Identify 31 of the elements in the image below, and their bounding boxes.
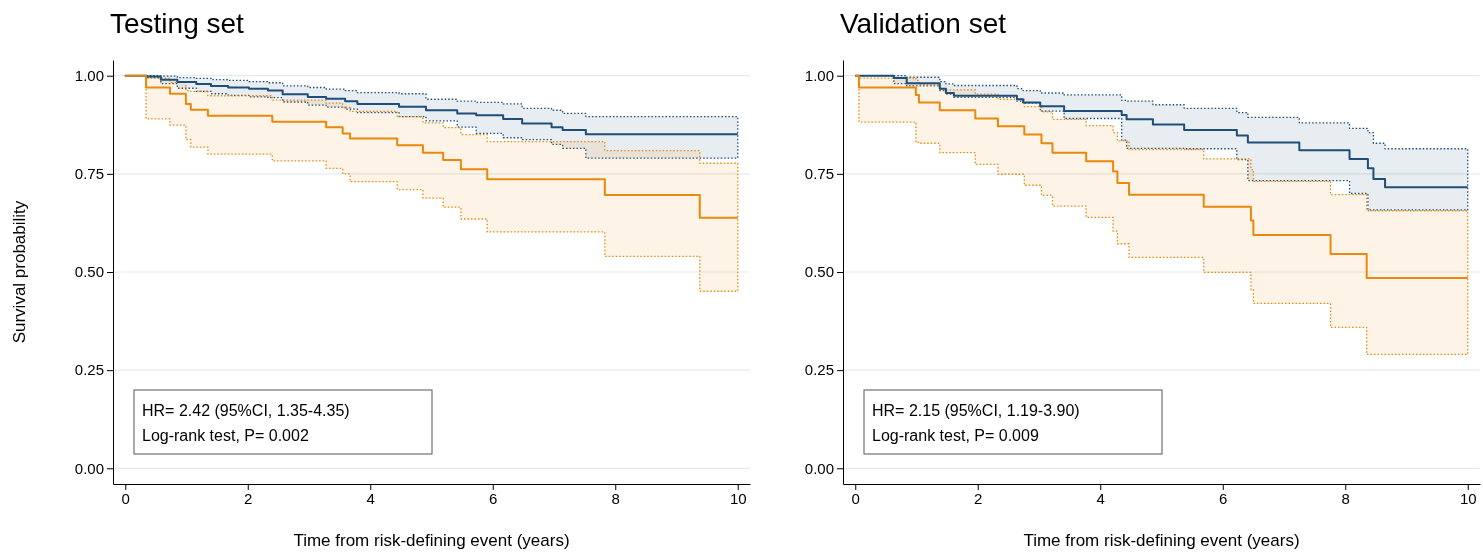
x-tick-label: 6 [1219, 489, 1228, 507]
x-tick-label: 8 [1341, 489, 1350, 507]
x-tick-label: 4 [366, 489, 375, 507]
annotation: HR= 2.42 (95%CI, 1.35-4.35) [142, 402, 350, 419]
y-tick-label: 0.50 [804, 263, 834, 281]
x-tick-label: 4 [1096, 489, 1105, 507]
y-tick-label: 0.00 [804, 459, 834, 477]
y-tick-label: 1.00 [74, 67, 104, 84]
x-axis-title: Time from risk-defining event (years) [293, 531, 570, 550]
x-tick-label: 0 [121, 489, 130, 507]
x-tick-label: 0 [851, 489, 860, 507]
chart-title: Validation set [840, 8, 1007, 39]
y-tick-label: 0.25 [74, 361, 104, 379]
x-tick-label: 8 [611, 489, 620, 507]
annotation: Log-rank test, P= 0.009 [872, 427, 1039, 444]
y-tick-label: 0.75 [74, 165, 104, 183]
annotation: Log-rank test, P= 0.002 [142, 427, 309, 444]
x-tick-label: 6 [489, 489, 498, 507]
annotation: HR= 2.15 (95%CI, 1.19-3.90) [872, 402, 1080, 419]
x-tick-label: 2 [244, 489, 253, 507]
y-tick-label: 0.25 [804, 361, 834, 379]
y-tick-label: 0.00 [74, 459, 104, 477]
x-axis-title: Time from risk-defining event (years) [1023, 531, 1300, 550]
x-tick-label: 10 [1459, 489, 1477, 507]
y-axis-title: Survival probability [10, 200, 29, 344]
y-tick-label: 0.50 [74, 263, 104, 281]
y-tick-label: 1.00 [804, 67, 834, 84]
y-tick-label: 0.75 [804, 165, 834, 183]
chart-title: Testing set [110, 8, 245, 39]
x-tick-label: 2 [974, 489, 983, 507]
x-tick-label: 10 [729, 489, 747, 507]
